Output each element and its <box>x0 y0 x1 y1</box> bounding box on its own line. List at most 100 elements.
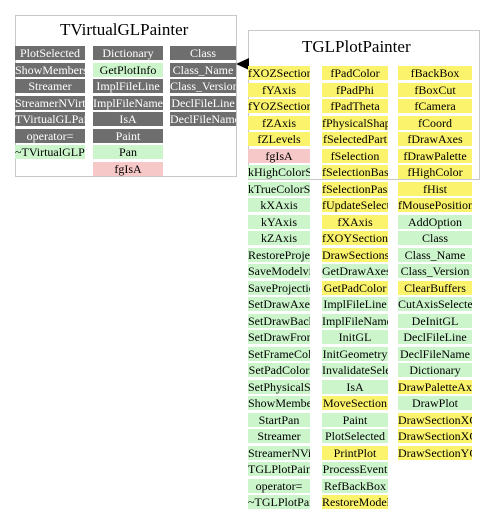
member-cell-savemodelviewmatrix: SaveModelviewMatrix <box>248 264 310 278</box>
member-cell-saveprojectionmatrix: SaveProjectionMatrix <box>248 280 310 295</box>
member-cell-movesection: MoveSection <box>322 396 388 410</box>
class-title-tvirtualglpainter: TVirtualGLPainter <box>60 20 189 39</box>
member-cell-restoreprojectionmatrix: RestoreProjectionMatrix <box>248 247 310 262</box>
member-cell-fbackbox: fBackBox <box>398 66 472 80</box>
member-cell-deinitgl: DeInitGL <box>398 313 472 328</box>
member-cell-implfilename: ImplFileName <box>322 313 388 328</box>
member-cell-fselection: fSelection <box>322 148 388 163</box>
member-cell-fphysicalshapecolor: fPhysicalShapeColor <box>322 115 388 130</box>
member-cell-fxaxis: fXAxis <box>322 214 388 229</box>
member-cell-class-version: Class_Version <box>170 79 236 93</box>
member-cell-operator: operator= <box>15 128 85 143</box>
member-cell-declfileline: DeclFileLine <box>170 95 236 110</box>
member-cell-ktruecolorselectionbase: kTrueColorSelectionBase <box>248 181 310 196</box>
member-cell-fgisa: fgIsA <box>93 161 163 176</box>
member-cell-class: Class <box>398 231 472 245</box>
member-cell-showmembers: ShowMembers <box>15 62 85 77</box>
member-cell-fxozsectionpos: fXOZSectionPos <box>248 66 310 80</box>
member-cell-tvirtualglpainter: TVirtualGLPainter <box>15 112 85 126</box>
member-cell-fupdateselection: fUpdateSelection <box>322 198 388 212</box>
member-cell-kxaxis: kXAxis <box>248 198 310 212</box>
member-cell-declfileline: DeclFileLine <box>398 330 472 344</box>
member-cell-restoremodelviewmatrix: RestoreModelviewMatrix <box>322 495 388 509</box>
member-cell-streamer: Streamer <box>248 429 310 443</box>
member-cell-implfileline: ImplFileLine <box>93 79 163 93</box>
member-cell-getdrawaxes: GetDrawAxes <box>322 264 388 278</box>
member-cell-paint: Paint <box>322 412 388 427</box>
member-cell-fhist: fHist <box>398 181 472 196</box>
member-cell-setdrawbackbox: SetDrawBackBox <box>248 313 310 328</box>
member-cell-class-name: Class_Name <box>398 247 472 262</box>
member-cell-drawsectionxoy: DrawSectionXOY <box>398 412 472 427</box>
member-cell-dictionary: Dictionary <box>398 363 472 377</box>
member-cell-showmembers: ShowMembers <box>248 396 310 410</box>
member-cell-drawsections: DrawSections <box>322 247 388 262</box>
member-cell-startpan: StartPan <box>248 412 310 427</box>
member-cell-tglplotpainter: TGLPlotPainter <box>248 462 310 476</box>
member-cell-fboxcut: fBoxCut <box>398 82 472 97</box>
member-cell-khighcolorselectionbase: kHighColorSelectionBase <box>248 165 310 179</box>
member-cell-fzlevels: fZLevels <box>248 132 310 146</box>
member-cell-kyaxis: kYAxis <box>248 214 310 229</box>
member-cell-plotselected: PlotSelected <box>15 46 85 60</box>
member-cell-fselectedpart: fSelectedPart <box>322 132 388 146</box>
member-cell-fzaxis: fZAxis <box>248 115 310 130</box>
member-cell-fyaxis: fYAxis <box>248 82 310 97</box>
member-cell-drawsectionyoz: DrawSectionYOZ <box>398 445 472 460</box>
member-cell-plotselected: PlotSelected <box>322 429 388 443</box>
member-cell-class-version: Class_Version <box>398 264 472 278</box>
member-cell-setframecolor: SetFrameColor <box>248 346 310 361</box>
member-cell-operator: operator= <box>248 478 310 493</box>
member-cell-drawpaletteaxis: DrawPaletteAxis <box>398 379 472 394</box>
member-cell-fxoysectionpos: fXOYSectionPos <box>322 231 388 245</box>
member-cell-setphysicalshapecolor: SetPhysicalShapeColor <box>248 379 310 394</box>
member-cell-addoption: AddOption <box>398 214 472 229</box>
member-cell-fpadtheta: fPadTheta <box>322 99 388 113</box>
member-cell-streamernvirtual: StreamerNVirtual <box>15 95 85 110</box>
member-cell-fpadphi: fPadPhi <box>322 82 388 97</box>
arrow-head-icon <box>236 58 249 70</box>
member-cell-initgeometry: InitGeometry <box>322 346 388 361</box>
member-cell-implfilename: ImplFileName <box>93 95 163 110</box>
member-cell-initgl: InitGL <box>322 330 388 344</box>
member-cell-fcoord: fCoord <box>398 115 472 130</box>
member-cell-fdrawaxes: fDrawAxes <box>398 132 472 146</box>
member-cell-setdrawfrontbox: SetDrawFrontBox <box>248 330 310 344</box>
member-cell-fdrawpalette: fDrawPalette <box>398 148 472 163</box>
member-cell-declfilename: DeclFileName <box>398 346 472 361</box>
member-cell-fselectionbase: fSelectionBase <box>322 165 388 179</box>
member-cell-fmouseposition: fMousePosition <box>398 198 472 212</box>
member-cell-getplotinfo: GetPlotInfo <box>93 62 163 77</box>
member-cell-fselectionpass: fSelectionPass <box>322 181 388 196</box>
member-cell-invalidateselection: InvalidateSelection <box>322 363 388 377</box>
member-cell-streamernvirtual: StreamerNVirtual <box>248 445 310 460</box>
member-cell-drawplot: DrawPlot <box>398 396 472 410</box>
member-cell-fyozsectionpos: fYOZSectionPos <box>248 99 310 113</box>
member-cell-kzaxis: kZAxis <box>248 231 310 245</box>
member-cell-fhighcolor: fHighColor <box>398 165 472 179</box>
member-cell-fgisa: fgIsA <box>248 148 310 163</box>
class-title-tglplotpainter: TGLPlotPainter <box>302 37 411 56</box>
member-cell-printplot: PrintPlot <box>322 445 388 460</box>
member-cell-streamer: Streamer <box>15 79 85 93</box>
member-cell-class: Class <box>170 46 236 60</box>
member-cell-isa: IsA <box>93 112 163 126</box>
member-cell-dictionary: Dictionary <box>93 46 163 60</box>
member-cell-implfileline: ImplFileLine <box>322 297 388 311</box>
member-cell-fcamera: fCamera <box>398 99 472 113</box>
member-cell-declfilename: DeclFileName <box>170 112 236 126</box>
member-cell-fpadcolor: fPadColor <box>322 66 388 80</box>
member-cell-drawsectionxoz: DrawSectionXOZ <box>398 429 472 443</box>
member-cell-isa: IsA <box>322 379 388 394</box>
member-cell-getpadcolor: GetPadColor <box>322 280 388 295</box>
member-cell-pan: Pan <box>93 145 163 159</box>
member-cell-tvirtualglpainter: ~TVirtualGLPainter <box>15 145 85 159</box>
member-cell-refbackbox: RefBackBox <box>322 478 388 493</box>
member-cell-class-name: Class_Name <box>170 62 236 77</box>
member-cell-clearbuffers: ClearBuffers <box>398 280 472 295</box>
member-cell-paint: Paint <box>93 128 163 143</box>
member-cell-tglplotpainter: ~TGLPlotPainter <box>248 495 310 509</box>
member-cell-setpadcolor: SetPadColor <box>248 363 310 377</box>
member-cell-processevent: ProcessEvent <box>322 462 388 476</box>
